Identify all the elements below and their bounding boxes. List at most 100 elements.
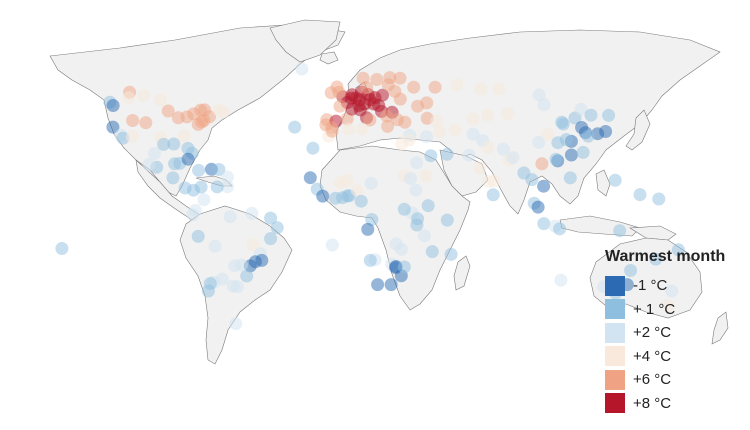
legend-swatch: [605, 299, 625, 320]
city-dot: [466, 112, 480, 126]
city-dot: [410, 156, 424, 170]
land-new-zealand: [711, 311, 729, 345]
city-dot: [624, 264, 638, 277]
city-dot: [430, 114, 444, 128]
city-dot: [671, 243, 685, 257]
city-dot: [531, 200, 545, 214]
city-dot: [370, 73, 384, 86]
city-dot: [492, 82, 506, 96]
city-dot: [181, 152, 195, 166]
city-dot: [270, 221, 284, 235]
city-dot: [444, 247, 458, 261]
city-dot: [361, 222, 375, 236]
city-dot: [481, 140, 495, 154]
city-dot: [537, 217, 551, 231]
city-dot: [192, 163, 206, 177]
city-dot: [535, 157, 549, 171]
city-dot: [486, 188, 500, 202]
city-dot: [428, 80, 442, 94]
legend-title: Warmest month: [605, 248, 726, 265]
legend-label: +4 °C: [633, 347, 672, 365]
city-dot: [264, 211, 278, 225]
land-indonesia: [559, 215, 641, 237]
city-dot: [409, 183, 423, 197]
city-dot: [551, 136, 565, 150]
city-dot: [220, 170, 234, 184]
city-dot: [210, 180, 224, 194]
city-dot: [380, 109, 394, 123]
city-dot: [541, 128, 555, 141]
city-dot: [574, 102, 588, 116]
city-dot: [363, 113, 377, 127]
city-dot: [342, 122, 356, 136]
city-dot: [395, 137, 409, 151]
city-dot: [549, 152, 563, 166]
city-dot: [381, 78, 395, 92]
city-dot: [126, 114, 140, 127]
city-dot: [240, 269, 254, 283]
city-dot: [425, 245, 439, 259]
legend-swatch: [605, 369, 625, 390]
legend-item: +6 °C: [605, 368, 745, 392]
city-dot: [554, 273, 568, 287]
city-dot: [556, 117, 570, 131]
city-dot: [220, 180, 234, 194]
city-dots-layer: [55, 62, 685, 331]
city-dot: [197, 193, 211, 207]
city-dot: [355, 122, 369, 136]
city-dot: [167, 137, 181, 151]
city-dot: [421, 199, 435, 213]
city-dot: [397, 260, 411, 274]
city-dot: [564, 148, 578, 162]
legend-swatch: [605, 322, 625, 343]
city-dot: [433, 125, 447, 138]
city-dot: [161, 104, 175, 118]
city-dot: [649, 252, 663, 266]
legend-item: -1 °C: [605, 274, 745, 298]
city-dot: [602, 108, 616, 122]
city-dot: [537, 98, 551, 112]
city-dot: [371, 278, 385, 292]
city-dot: [303, 171, 317, 185]
city-dot: [532, 88, 546, 102]
city-dot: [384, 278, 398, 292]
city-dot: [154, 93, 167, 107]
city-dot: [417, 229, 431, 243]
land-new-guinea: [629, 225, 677, 241]
city-dot: [354, 194, 368, 208]
city-dot: [407, 80, 421, 94]
legend-label: +8 °C: [633, 394, 672, 412]
city-dot: [394, 242, 408, 256]
city-dot: [106, 99, 120, 112]
city-dot: [448, 123, 462, 137]
city-dot: [137, 89, 151, 103]
city-dot: [397, 202, 411, 216]
city-dot: [324, 86, 338, 100]
legend-item: +8 °C: [605, 392, 745, 416]
city-dot: [404, 172, 417, 185]
city-dot: [181, 141, 195, 155]
city-dot: [419, 169, 433, 183]
city-dot: [368, 91, 382, 105]
city-dot: [365, 213, 379, 226]
land-philippines: [595, 169, 611, 197]
city-dot: [450, 78, 464, 92]
city-dot: [563, 171, 577, 185]
city-dot: [191, 229, 205, 243]
city-dot: [440, 213, 454, 227]
city-dot: [245, 206, 259, 220]
city-dot: [340, 112, 354, 126]
city-dot: [420, 130, 433, 144]
city-dot: [216, 105, 230, 119]
city-dot: [288, 120, 302, 134]
city-dot: [652, 192, 666, 206]
city-dot: [147, 147, 161, 160]
city-dot: [584, 108, 598, 122]
city-dot: [166, 171, 180, 185]
city-dot: [496, 142, 510, 156]
city-dot: [466, 127, 480, 141]
city-dot: [122, 91, 136, 105]
city-dot: [228, 259, 242, 273]
land-japan: [625, 109, 651, 151]
